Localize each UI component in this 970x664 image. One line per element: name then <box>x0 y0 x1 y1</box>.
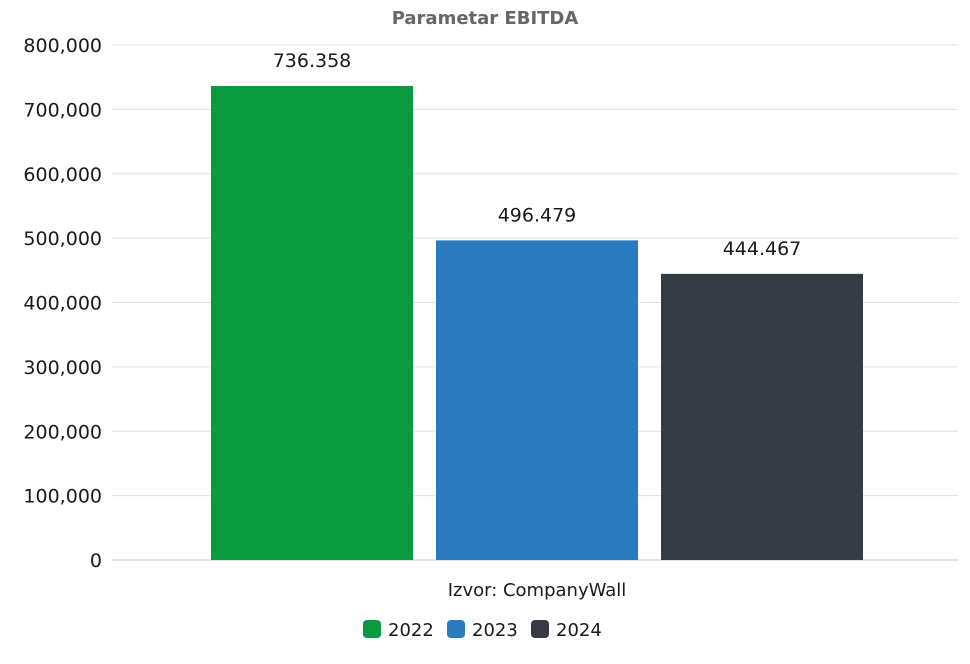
legend-swatch-2023 <box>447 620 465 638</box>
y-tick-label: 400,000 <box>23 293 102 315</box>
y-tick-label: 200,000 <box>23 421 102 443</box>
y-tick-label: 0 <box>90 550 102 572</box>
legend-item-2024[interactable]: 2024 <box>531 620 602 641</box>
legend-item-2022[interactable]: 2022 <box>363 620 434 641</box>
chart-title: Parametar EBITDA <box>392 8 579 29</box>
y-tick-label: 800,000 <box>23 35 102 57</box>
bar-2023 <box>436 240 638 560</box>
legend-swatch-2022 <box>363 620 381 638</box>
y-tick-label: 600,000 <box>23 164 102 186</box>
bars <box>211 85 863 560</box>
legend: 2022 2023 2024 <box>363 620 602 641</box>
data-label-2024: 444.467 <box>723 238 802 260</box>
bar-2022 <box>211 85 413 560</box>
legend-label-2023: 2023 <box>472 620 518 641</box>
x-axis-label: Izvor: CompanyWall <box>448 580 627 601</box>
data-label-2022: 736.358 <box>273 50 352 72</box>
legend-swatch-2024 <box>531 620 549 638</box>
legend-item-2023[interactable]: 2023 <box>447 620 518 641</box>
legend-label-2024: 2024 <box>556 620 602 641</box>
y-axis-tick-labels: 0 100,000 200,000 300,000 400,000 500,000 600,… <box>23 35 102 572</box>
legend-label-2022: 2022 <box>388 620 434 641</box>
y-tick-label: 700,000 <box>23 99 102 121</box>
y-tick-label: 500,000 <box>23 228 102 250</box>
data-label-2023: 496.479 <box>498 204 577 226</box>
bar-2024 <box>661 273 863 560</box>
data-labels: 736.358 496.479 444.467 <box>273 50 802 260</box>
y-tick-label: 100,000 <box>23 486 102 508</box>
y-tick-label: 300,000 <box>23 357 102 379</box>
